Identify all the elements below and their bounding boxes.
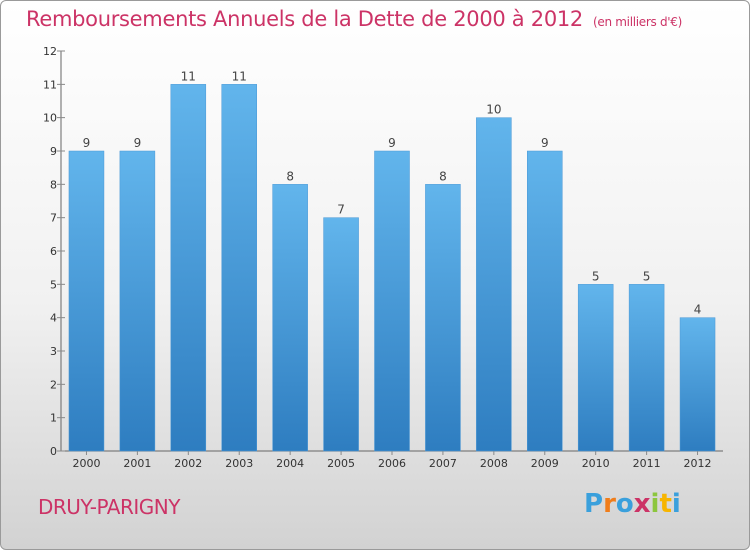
bar: [119, 150, 156, 452]
data-label: 9: [134, 136, 142, 150]
y-tick-label: 1: [50, 412, 57, 425]
x-tick-label: 2004: [276, 457, 304, 470]
x-tick-label: 2006: [378, 457, 406, 470]
city-name: DRUY-PARIGNY: [38, 495, 180, 519]
y-tick-label: 6: [50, 245, 57, 258]
bar: [374, 150, 410, 452]
logo-letter: i: [650, 489, 660, 519]
x-tick-label: 2008: [480, 457, 508, 470]
chart-title: Remboursements Annuels de la Dette de 20…: [26, 7, 682, 31]
x-tick-label: 2003: [225, 457, 253, 470]
bar: [476, 117, 512, 452]
y-tick-label: 10: [43, 112, 57, 125]
x-tick-label: 2007: [429, 457, 457, 470]
data-label: 4: [694, 303, 702, 317]
y-tick-label: 5: [50, 278, 57, 291]
y-tick-label: 12: [43, 45, 57, 58]
logo-letter: r: [603, 489, 616, 519]
bar: [577, 284, 614, 452]
y-tick-label: 2: [50, 378, 57, 391]
proxiti-logo: Proxiti: [584, 489, 681, 519]
data-label: 10: [486, 103, 501, 117]
x-tick-label: 2009: [531, 457, 559, 470]
data-label: 5: [643, 269, 651, 283]
y-tick-label: 7: [50, 212, 57, 225]
y-tick-label: 3: [50, 345, 57, 358]
bar: [679, 317, 716, 452]
bar: [170, 84, 207, 452]
data-label: 11: [181, 69, 196, 83]
title-text: Remboursements Annuels de la Dette de 20…: [26, 7, 583, 31]
x-tick-label: 2011: [633, 457, 661, 470]
bar: [221, 84, 257, 452]
data-label: 7: [337, 203, 345, 217]
data-label: 8: [439, 169, 447, 183]
data-label: 9: [388, 136, 396, 150]
data-label: 5: [592, 269, 600, 283]
bar: [425, 184, 461, 452]
x-tick-label: 2001: [123, 457, 151, 470]
x-tick-label: 2002: [174, 457, 202, 470]
y-tick-label: 0: [50, 445, 57, 458]
y-tick-label: 11: [43, 78, 57, 91]
unit-label: (en milliers d'€): [593, 15, 683, 29]
x-tick-label: 2005: [327, 457, 355, 470]
bar: [68, 150, 105, 452]
data-label: 11: [232, 69, 247, 83]
bar: [628, 284, 665, 452]
y-tick-label: 9: [50, 145, 57, 158]
logo-letter: o: [615, 489, 634, 519]
logo-letter: x: [633, 489, 651, 519]
x-tick-label: 2012: [684, 457, 712, 470]
y-tick-label: 4: [50, 312, 57, 325]
data-label: 9: [541, 136, 549, 150]
logo-letter: P: [584, 489, 604, 519]
y-tick-label: 8: [50, 178, 57, 191]
x-tick-label: 2000: [72, 457, 100, 470]
logo-letter: i: [671, 489, 681, 519]
data-label: 9: [83, 136, 91, 150]
data-label: 8: [286, 169, 294, 183]
x-tick-label: 2010: [582, 457, 610, 470]
bar: [323, 217, 359, 452]
bar: [527, 150, 563, 452]
bar: [272, 184, 308, 452]
logo-letter: t: [659, 489, 672, 519]
